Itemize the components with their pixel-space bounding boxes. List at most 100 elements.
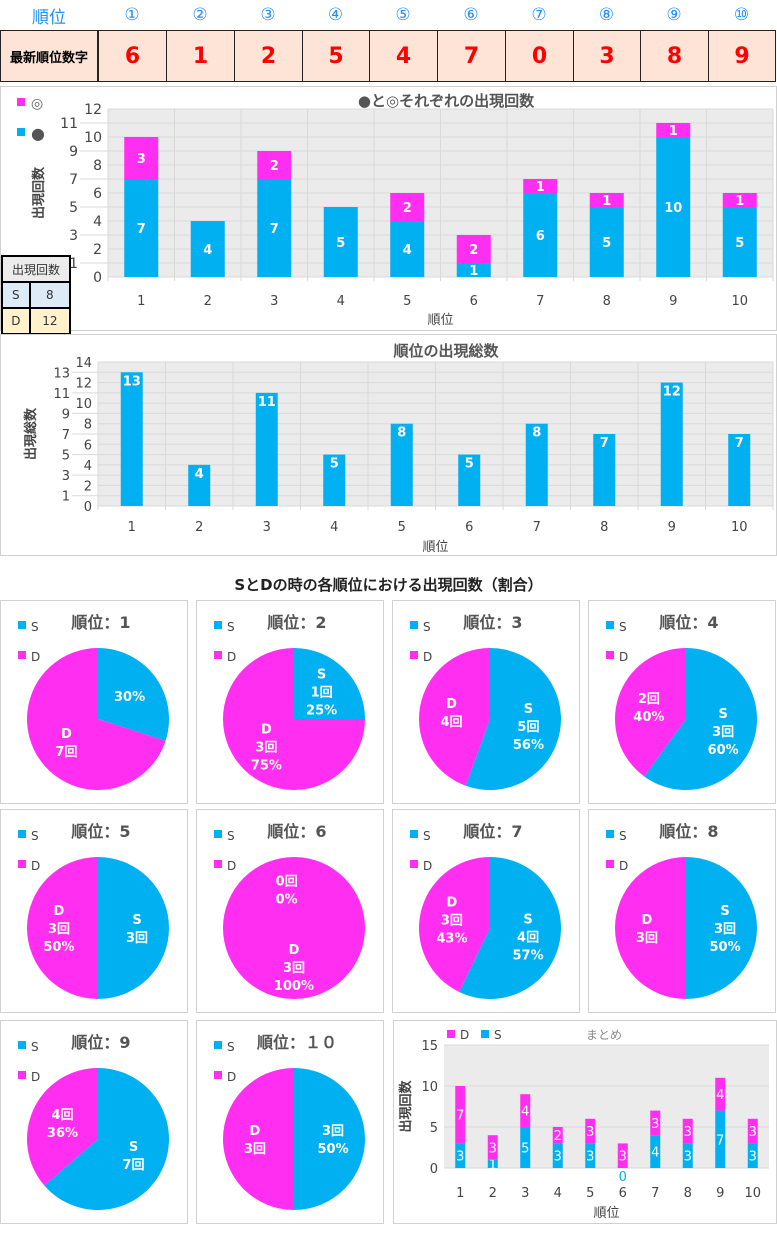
y-tick-label: 8 (84, 418, 92, 433)
data-label: 5 (330, 457, 339, 472)
pie-label-d: D 7回 (55, 727, 77, 760)
pie-slice-s (98, 648, 169, 741)
y-tick-label: 3 (62, 469, 70, 484)
x-tick-label: 2 (204, 294, 212, 309)
data-label: 1 (669, 124, 678, 139)
rank-header-5: ⑤ (395, 5, 411, 25)
latest-digit-6: 7 (437, 30, 506, 82)
latest-digit-9: 8 (640, 30, 709, 82)
bar-◎-7 (523, 179, 558, 193)
pie-title: 順位：3 (462, 613, 522, 632)
legend-label-s: S (227, 1040, 235, 1054)
y-tick-label: 5 (430, 1121, 438, 1136)
legend-swatch-s (214, 1041, 222, 1049)
pie-slice-s (459, 857, 561, 999)
pie-label-s: S 1回 25% (306, 667, 337, 718)
pie-slice-d (27, 1068, 98, 1186)
chart-summary: 0 5 10 15 3 7 1 1 3 2 5 4 3 3 2 4 3 3 5 0 3 6 4 3 7 3 3 8 7 4 9 3 3 10 まとめ… (393, 1020, 777, 1224)
x-tick-label: 6 (470, 294, 478, 309)
x-tick-label: 8 (600, 520, 608, 535)
data-label: 11 (258, 395, 276, 410)
pie-label-d: D 3回 43% (436, 895, 467, 946)
x-tick-label: 7 (651, 1186, 659, 1201)
data-label: 3 (554, 1150, 562, 1165)
data-label: 4 (716, 1088, 724, 1103)
legend-label-d: D (423, 859, 432, 873)
data-label: 5 (521, 1142, 529, 1157)
x-tick-label: 7 (533, 520, 541, 535)
legend-swatch-d (214, 860, 222, 868)
data-label: 1 (602, 194, 611, 209)
legend-swatch-d (606, 860, 614, 868)
bar-S-4 (552, 1143, 563, 1168)
data-label: 2 (270, 159, 279, 174)
data-label: 3 (586, 1150, 594, 1165)
y-tick-label: 12 (84, 102, 102, 118)
bar-D-9 (715, 1077, 726, 1111)
latest-digit-7: 0 (505, 30, 574, 82)
legend-label-s: S (423, 829, 431, 843)
pie-title: 順位：1 (70, 613, 130, 632)
pie-chart-rank-2: 順位：2 S D S 1回 25% D 3回 75% (196, 600, 384, 804)
x-tick-label: 1 (128, 520, 136, 535)
legend-swatch-d (606, 651, 614, 659)
legend-label-d: D (31, 1070, 40, 1084)
bar-●-3 (257, 179, 292, 277)
legend-label-d: D (619, 859, 628, 873)
rank-header-3: ③ (260, 5, 276, 25)
y-tick-label: 1 (69, 256, 78, 272)
y-tick-label: 11 (53, 387, 70, 402)
y-tick-label: 12 (75, 377, 92, 392)
y-tick-label: 4 (84, 459, 92, 474)
pie-title: 順位：4 (658, 613, 718, 632)
y-tick-label: 15 (421, 1039, 438, 1054)
legend-label-d: D (423, 650, 432, 664)
legend-label-d: D (227, 859, 236, 873)
legend-label-s: S (31, 620, 39, 634)
pie-slice-s (686, 857, 757, 999)
data-label: 1 (536, 180, 545, 195)
latest-digit-4: 5 (302, 30, 370, 82)
pie-slice-s (294, 1068, 365, 1210)
x-tick-label: 4 (330, 520, 338, 535)
y-tick-label: 3 (69, 228, 78, 244)
bar-◎-10 (722, 193, 757, 207)
pie-section-title: SとDの時の各順位における出現回数（割合） (234, 576, 543, 594)
legend-swatch-black-circle (17, 128, 25, 136)
bar-出現総数-9 (660, 382, 683, 506)
x-tick-label: 8 (684, 1186, 692, 1201)
data-label: 7 (456, 1109, 464, 1124)
pie-chart-rank-8: 順位：8 S D S 3回 50% D 3回 (588, 809, 776, 1013)
data-label: 1 (489, 1158, 497, 1173)
x-tick-label: 9 (716, 1186, 724, 1201)
legend-swatch-double-circle (17, 98, 25, 106)
pie-chart-rank-6: 順位：6 S D 0回 0% D 3回 100% (196, 809, 384, 1013)
pie-chart-rank-3: 順位：3 S D S 5回 56% D 4回 (392, 600, 580, 804)
data-label: 1 (735, 194, 744, 209)
legend-label-s: S (619, 829, 627, 843)
data-label: 3 (749, 1150, 757, 1165)
bar-●-9 (656, 137, 691, 277)
legend-swatch-d (214, 651, 222, 659)
bar-出現総数-2 (188, 464, 211, 506)
y-tick-label: 9 (62, 407, 70, 422)
legend-swatch-d (214, 1071, 222, 1079)
data-label: 3 (619, 1150, 627, 1165)
legend-swatch-s (18, 1041, 26, 1049)
x-tick-label: 2 (489, 1186, 497, 1201)
x-tick-label: 3 (521, 1186, 529, 1201)
legend-label-d: D (31, 859, 40, 873)
legend-label-d: D (227, 1070, 236, 1084)
bar-出現総数-4 (323, 454, 346, 506)
legend-label-d: D (460, 1028, 469, 1042)
plot-area (444, 1045, 769, 1168)
data-label: 6 (536, 229, 545, 244)
data-label: 3 (489, 1142, 497, 1157)
y-tick-label: 5 (62, 449, 70, 464)
pie-title: 順位：8 (658, 822, 718, 841)
legend-swatch-s (214, 621, 222, 629)
pie-slice-d (223, 857, 365, 999)
x-tick-label: 10 (731, 520, 748, 535)
legend-label-d: D (31, 650, 40, 664)
pie-label-d: D 3回 100% (274, 943, 314, 994)
